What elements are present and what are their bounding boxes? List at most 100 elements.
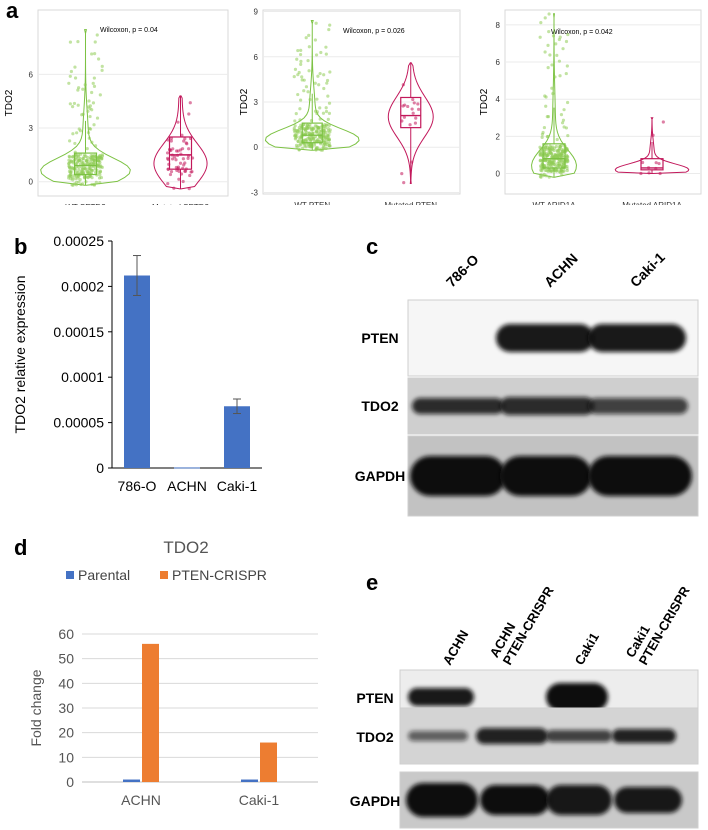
data-point [558,151,562,155]
data-point [68,173,72,177]
data-point [182,139,186,143]
data-point [98,163,102,167]
lane-label: Caki-1 [627,249,668,290]
data-point [77,127,81,131]
x-tick-label: WT SETD2 [65,203,106,205]
data-point [539,175,543,179]
lane-label-text: Caki1 [572,630,602,668]
data-point [543,16,547,20]
x-tick-label: Mutated SETD2 [152,203,209,205]
data-point [543,94,547,98]
data-point [307,144,311,148]
data-point [316,74,320,78]
band [412,398,504,414]
y-tick-label: 40 [58,675,74,691]
data-point [80,113,84,117]
data-point [76,103,80,107]
data-point [309,126,313,130]
data-point [77,174,81,178]
data-point [326,94,330,98]
data-point [321,111,326,115]
data-point [314,21,318,25]
data-point [325,78,330,83]
data-point [318,117,322,121]
panel-label-b: b [14,234,28,259]
y-tick-label: 6 [254,53,259,62]
data-point [546,169,550,174]
data-point [543,148,547,152]
data-point [543,50,547,54]
data-point [295,131,299,135]
data-point [313,81,317,85]
data-point [294,112,298,116]
y-tick-label: 0.0001 [61,369,104,385]
data-point [540,132,545,137]
data-point [318,71,322,76]
data-point [561,118,566,122]
chart-title: TDO2 [163,538,208,557]
data-point [327,27,331,32]
data-point [546,134,550,139]
data-point [402,115,407,119]
data-point [551,92,555,96]
data-point [93,144,98,148]
data-point [560,173,564,177]
data-point [68,155,72,159]
data-point [88,174,92,179]
y-tick-label: 4 [496,95,501,104]
lane-label: 786-O [443,251,482,290]
data-point [174,165,178,170]
y-tick-label: 0 [29,178,34,187]
data-point [552,148,556,153]
y-tick-label: 50 [58,651,74,667]
data-point [548,53,552,57]
data-point [83,153,87,157]
data-point [182,163,186,167]
band [588,456,692,496]
data-point [312,143,317,147]
data-point [97,159,101,163]
violin-chart-pten: -3 0 3 6 9 TDO2 Wilcoxon, p = 0.026 WT PTEN Muta… [239,8,461,205]
data-point [69,160,74,164]
data-point [326,134,330,138]
data-point [100,68,104,72]
panel-label-c: c [366,234,379,259]
data-point [81,167,85,171]
data-point [324,140,329,144]
data-point [417,107,421,111]
data-point [315,111,319,116]
y-tick-label: 0 [96,460,104,476]
data-point [175,149,179,153]
data-point [81,87,85,91]
data-point [566,133,570,138]
data-point [557,37,561,42]
data-point [324,106,328,110]
data-point [544,159,548,163]
data-point [328,70,332,74]
data-point [562,169,566,173]
band [546,785,612,815]
data-point [293,119,297,123]
lane-label-text: ACHN [440,627,472,667]
data-point [322,133,326,137]
data-point [68,74,72,78]
data-point [539,166,543,170]
data-point [297,125,302,130]
data-point [95,116,100,120]
band [614,787,682,813]
box [301,122,323,144]
data-point [91,101,96,105]
y-tick-label: 10 [58,749,74,765]
data-point [327,101,332,105]
data-point [317,126,321,130]
data-point [550,164,554,169]
band [406,783,478,817]
data-point [306,90,310,94]
data-point [169,139,173,143]
data-point [67,81,71,85]
box [400,96,422,129]
data-point [654,161,658,165]
box [542,143,566,169]
row-label: PTEN [356,690,393,706]
